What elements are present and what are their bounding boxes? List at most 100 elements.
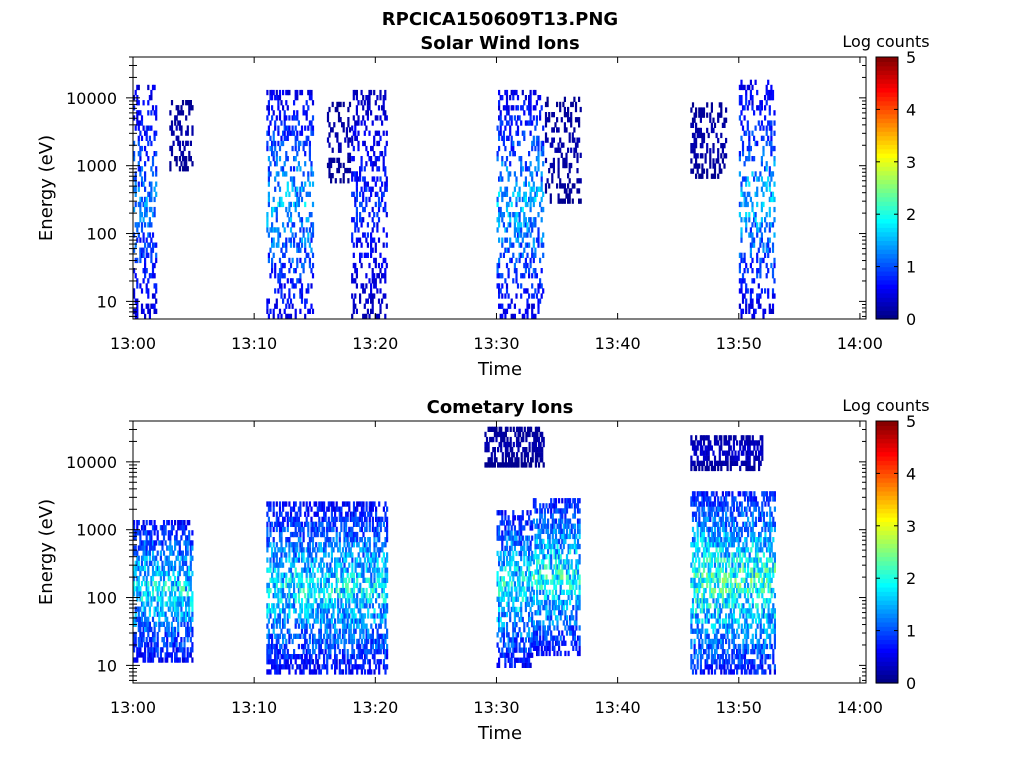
heatmap-cell	[759, 242, 762, 248]
heatmap-cell	[573, 147, 576, 153]
heatmap-cell	[384, 664, 387, 670]
heatmap-cell	[282, 130, 285, 136]
heatmap-cell	[571, 198, 574, 204]
heatmap-cell	[134, 637, 137, 643]
heatmap-cell	[496, 196, 499, 203]
heatmap-cell	[523, 627, 526, 633]
heatmap-cell	[289, 577, 293, 583]
heatmap-cell	[139, 570, 142, 577]
heatmap-cell	[362, 196, 365, 203]
heatmap-cell	[332, 506, 335, 512]
heatmap-cell	[363, 140, 366, 147]
heatmap-cell	[357, 552, 360, 558]
heatmap-cell	[299, 531, 302, 538]
heatmap-cell	[537, 242, 540, 248]
heatmap-cell	[515, 642, 518, 648]
heatmap-cell	[704, 153, 707, 159]
heatmap-cell	[738, 252, 741, 258]
heatmap-cell	[510, 540, 513, 546]
colorbar-swatch	[876, 253, 898, 259]
heatmap-cell	[557, 173, 560, 179]
heatmap-cell	[280, 100, 283, 106]
heatmap-cell	[498, 135, 501, 141]
heatmap-cell	[552, 137, 555, 143]
heatmap-cell	[178, 591, 181, 597]
heatmap-cell	[535, 171, 538, 177]
heatmap-cell	[537, 298, 540, 304]
heatmap-cell	[136, 120, 139, 126]
heatmap-cell	[496, 576, 499, 582]
heatmap-cell	[741, 293, 745, 299]
heatmap-cell	[512, 596, 515, 602]
heatmap-cell	[150, 540, 153, 546]
heatmap-cell	[294, 145, 297, 152]
heatmap-cell	[180, 125, 183, 131]
heatmap-cell	[498, 555, 501, 562]
heatmap-cell	[521, 545, 524, 551]
heatmap-cell	[297, 516, 300, 522]
heatmap-cell	[690, 168, 693, 174]
heatmap-cell	[335, 654, 338, 660]
heatmap-cell	[148, 196, 151, 203]
heatmap-cell	[355, 181, 358, 187]
heatmap-cell	[382, 664, 385, 670]
heatmap-cell	[148, 555, 151, 561]
heatmap-cell	[559, 106, 562, 113]
heatmap-cell	[327, 649, 330, 655]
heatmap-cell	[512, 555, 515, 562]
heatmap-cell	[311, 201, 315, 208]
heatmap-cell	[356, 572, 359, 578]
heatmap-cell	[539, 186, 542, 192]
heatmap-cell	[706, 127, 709, 134]
heatmap-cell	[288, 638, 291, 645]
heatmap-cell	[272, 608, 275, 614]
heatmap-cell	[368, 547, 371, 553]
heatmap-cell	[346, 531, 349, 538]
heatmap-cell	[136, 222, 139, 228]
heatmap-cell	[335, 531, 338, 538]
heatmap-cell	[363, 303, 366, 309]
heatmap-cell	[365, 633, 368, 639]
heatmap-cell	[371, 526, 374, 533]
heatmap-cell	[174, 601, 177, 607]
heatmap-cell	[540, 181, 543, 187]
heatmap-cell	[529, 591, 532, 597]
heatmap-cell	[725, 117, 728, 123]
heatmap-cell	[534, 630, 537, 636]
heatmap-cell	[520, 586, 523, 592]
heatmap-cell	[357, 521, 360, 527]
heatmap-cell	[359, 628, 362, 634]
heatmap-cell	[498, 561, 501, 567]
heatmap-cell	[177, 596, 180, 602]
heatmap-cell	[770, 262, 773, 269]
heatmap-cell	[310, 268, 313, 274]
heatmap-cell	[142, 601, 145, 607]
colorbar-swatch	[876, 148, 898, 154]
heatmap-cell	[293, 649, 296, 655]
colorbar-swatch	[876, 270, 898, 276]
heatmap-cell	[690, 122, 693, 128]
heatmap-cell	[351, 649, 354, 655]
heatmap-cell	[362, 105, 365, 111]
heatmap-cell	[338, 557, 341, 563]
heatmap-cell	[267, 542, 270, 548]
heatmap-cell	[133, 535, 136, 541]
heatmap-cell	[362, 511, 365, 517]
heatmap-cell	[367, 669, 370, 675]
heatmap-cell	[285, 537, 288, 543]
heatmap-cell	[741, 84, 745, 91]
heatmap-cell	[343, 649, 346, 655]
heatmap-cell	[565, 152, 568, 158]
heatmap-cell	[288, 206, 291, 213]
heatmap-cell	[371, 593, 374, 599]
heatmap-cell	[753, 217, 756, 223]
heatmap-cell	[381, 638, 384, 645]
heatmap-cell	[162, 586, 166, 592]
colorbar-tick-label: 0	[906, 310, 916, 329]
heatmap-cell	[359, 212, 362, 218]
heatmap-cell	[365, 298, 368, 304]
heatmap-cell	[498, 130, 501, 136]
heatmap-cell	[507, 652, 510, 658]
heatmap-cell	[142, 631, 145, 638]
heatmap-cell	[510, 89, 513, 96]
